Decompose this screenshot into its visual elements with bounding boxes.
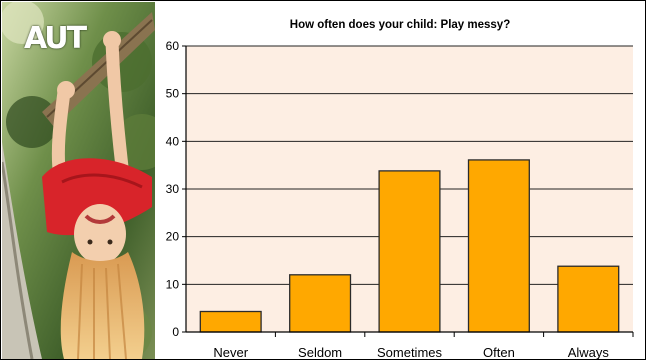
- bar-often: [467, 159, 530, 333]
- y-tick-label: 20: [166, 230, 180, 244]
- photo-panel: AUT: [2, 2, 155, 359]
- y-tick-label: 30: [166, 182, 180, 196]
- x-tick-label: Always: [568, 345, 610, 359]
- child-hanging-from-tree-photo: [2, 2, 155, 359]
- chart-panel: How often does your child: Play messy? 0…: [156, 2, 645, 359]
- y-tick-label: 40: [166, 134, 180, 148]
- bar-never: [199, 310, 262, 333]
- chart-title: How often does your child: Play messy?: [290, 19, 510, 31]
- x-tick-label: Seldom: [298, 345, 342, 359]
- aut-logo: AUT: [24, 21, 87, 56]
- x-tick-label: Never: [213, 345, 248, 359]
- x-tick-label: Often: [483, 345, 515, 359]
- bar-seldom: [289, 274, 352, 333]
- bar-always: [557, 265, 620, 333]
- y-tick-label: 0: [172, 325, 179, 339]
- y-tick-label: 60: [166, 39, 180, 53]
- x-tick-label: Sometimes: [377, 345, 443, 359]
- bar-sometimes: [378, 170, 441, 333]
- bar-chart: How often does your child: Play messy? 0…: [166, 19, 634, 359]
- y-tick-label: 50: [166, 87, 180, 101]
- y-tick-label: 10: [166, 277, 180, 291]
